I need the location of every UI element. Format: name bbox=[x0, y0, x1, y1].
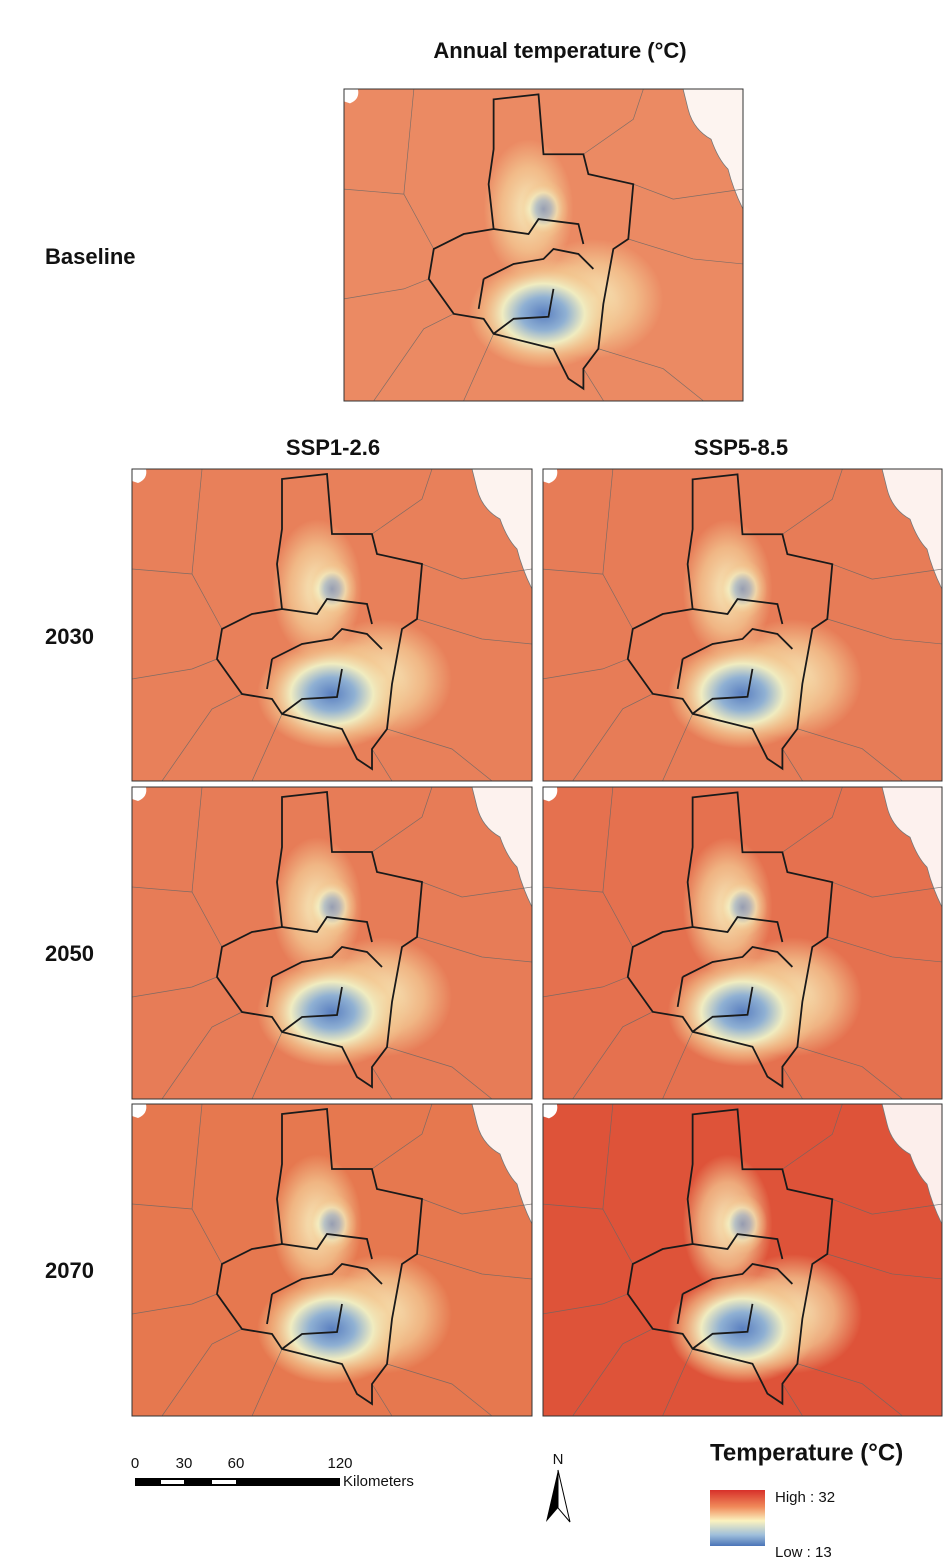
legend-title: Temperature (°C) bbox=[710, 1439, 903, 1466]
figure-title: Annual temperature (°C) bbox=[433, 38, 686, 63]
map-panel bbox=[543, 1104, 942, 1415]
row-label: 2070 bbox=[45, 1258, 94, 1283]
map-panel bbox=[344, 89, 743, 400]
scale-unit: Kilometers bbox=[343, 1473, 414, 1490]
scale-tick: 30 bbox=[176, 1455, 193, 1472]
map-panel bbox=[132, 787, 532, 1099]
legend: Temperature (°C) High : 32 Low : 13 bbox=[710, 1439, 903, 1561]
row-label: 2030 bbox=[45, 624, 94, 649]
figure: Annual temperature (°C) Baseline SSP1-2.… bbox=[0, 0, 949, 1564]
north-label: N bbox=[553, 1451, 564, 1468]
legend-low: Low : 13 bbox=[775, 1544, 832, 1561]
column-label: SSP1-2.6 bbox=[286, 435, 380, 460]
map-panel bbox=[543, 787, 942, 1098]
scale-tick: 0 bbox=[131, 1455, 139, 1472]
map-panel bbox=[132, 1104, 532, 1416]
scale-bar: 0 30 60 120 Kilometers bbox=[131, 1455, 414, 1490]
map-panel bbox=[543, 469, 942, 780]
legend-ramp bbox=[710, 1490, 765, 1546]
legend-high: High : 32 bbox=[775, 1489, 835, 1506]
column-label: SSP5-8.5 bbox=[694, 435, 788, 460]
scale-tick: 60 bbox=[228, 1455, 245, 1472]
north-arrow: N bbox=[546, 1451, 570, 1522]
row-label: Baseline bbox=[45, 244, 136, 269]
map-panel bbox=[132, 469, 532, 781]
row-label: 2050 bbox=[45, 941, 94, 966]
scale-tick: 120 bbox=[327, 1455, 352, 1472]
